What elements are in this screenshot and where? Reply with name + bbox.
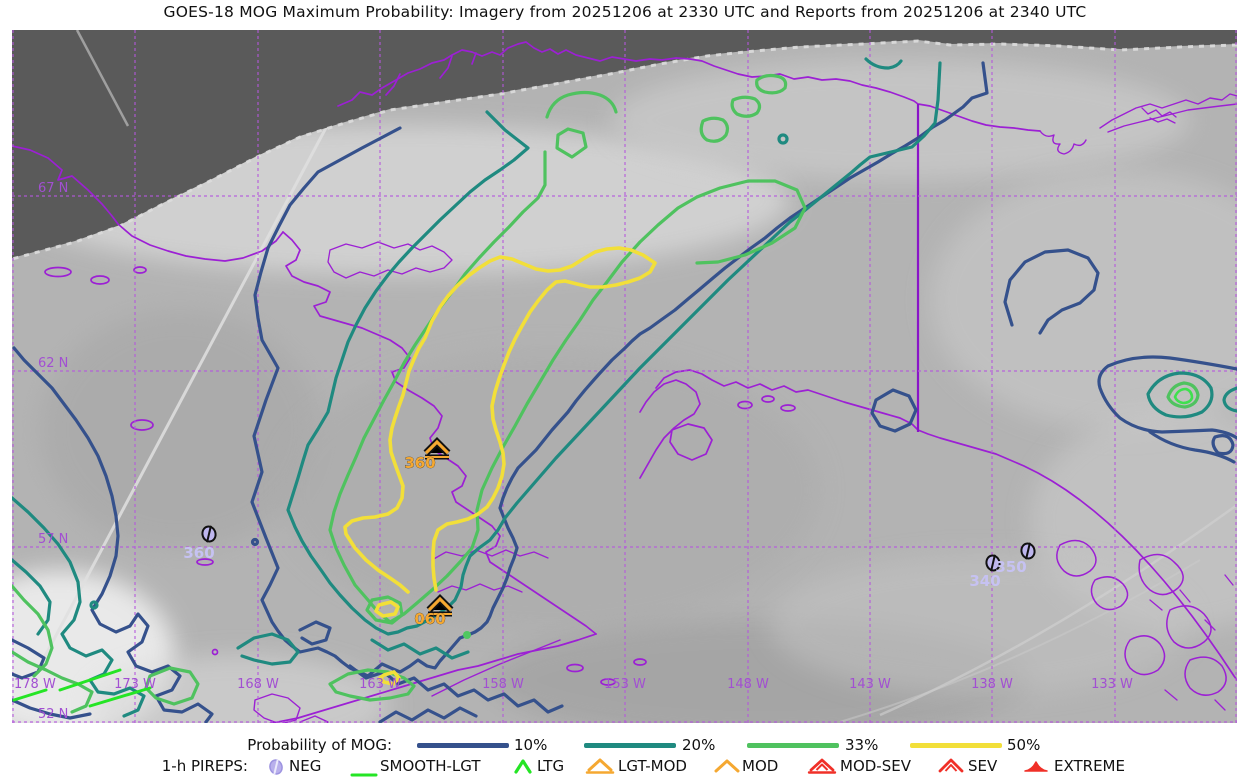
mog-legend-label: Probability of MOG: bbox=[247, 736, 392, 754]
lon-label: 178 W bbox=[14, 677, 56, 692]
lon-label: 133 W bbox=[1091, 677, 1133, 692]
sev-label: SEV bbox=[968, 757, 998, 775]
lon-label: 168 W bbox=[237, 677, 279, 692]
page-title: GOES-18 MOG Maximum Probability: Imagery… bbox=[163, 3, 1087, 21]
satellite-map: 360 360 060 350 340 67 N 62 N 57 N 52 N … bbox=[12, 30, 1237, 723]
prob-10-label: 10% bbox=[514, 736, 548, 754]
lat-label: 52 N bbox=[38, 707, 68, 722]
pirep-flight-level: 340 bbox=[969, 572, 1000, 590]
lgt-mod-pirep-icon bbox=[423, 437, 451, 460]
extreme-label: EXTREME bbox=[1054, 757, 1125, 775]
neg-pirep-icon bbox=[201, 525, 217, 543]
pirep-flight-level: 350 bbox=[995, 558, 1026, 576]
contour-10pct bbox=[12, 61, 1237, 723]
mod-icon bbox=[712, 758, 742, 779]
pirep-flight-level: 360 bbox=[404, 454, 435, 472]
mod-sev-icon bbox=[806, 758, 838, 779]
ltg-icon bbox=[511, 758, 535, 779]
prob-33-swatch bbox=[747, 743, 839, 748]
lon-label: 153 W bbox=[604, 677, 646, 692]
prob-20-swatch bbox=[584, 743, 676, 748]
graticule bbox=[12, 30, 1237, 723]
lon-label: 163 W bbox=[359, 677, 401, 692]
graticule-labels: 67 N 62 N 57 N 52 N 178 W 173 W 168 W 16… bbox=[14, 181, 1133, 722]
coastlines bbox=[12, 41, 1237, 723]
lon-label: 143 W bbox=[849, 677, 891, 692]
mod-label: MOD bbox=[742, 757, 779, 775]
lon-label: 138 W bbox=[971, 677, 1013, 692]
mod-sev-label: MOD-SEV bbox=[840, 757, 911, 775]
lgt-mod-icon bbox=[584, 758, 616, 779]
smooth-lgt-label: SMOOTH-LGT bbox=[380, 757, 481, 775]
pirep-flight-level: 360 bbox=[183, 544, 214, 562]
lon-label: 148 W bbox=[727, 677, 769, 692]
lat-label: 57 N bbox=[38, 532, 68, 547]
lgt-mod-label: LGT-MOD bbox=[618, 757, 687, 775]
extreme-icon bbox=[1020, 758, 1052, 779]
prob-10-swatch bbox=[417, 743, 509, 748]
neg-label: NEG bbox=[289, 757, 322, 775]
lon-label: 173 W bbox=[114, 677, 156, 692]
sev-icon bbox=[936, 758, 966, 779]
neg-pirep-icon bbox=[1020, 542, 1036, 560]
pireps-legend-label: 1-h PIREPS: bbox=[161, 757, 248, 775]
prob-33-label: 33% bbox=[845, 736, 879, 754]
neg-icon bbox=[266, 758, 286, 780]
contour-50pct bbox=[343, 246, 657, 686]
pirep-markers: 360 360 060 350 340 bbox=[12, 437, 1036, 708]
satellite-streak bbox=[42, 30, 380, 659]
lgt-mod-pirep-icon bbox=[426, 594, 454, 617]
earth-limb-region bbox=[12, 30, 1237, 261]
smooth-lgt-pirep-icon bbox=[12, 668, 152, 708]
pirep-flight-level: 060 bbox=[414, 610, 445, 628]
lon-label: 158 W bbox=[482, 677, 524, 692]
ltg-label: LTG bbox=[537, 757, 565, 775]
prob-20-label: 20% bbox=[682, 736, 716, 754]
smooth-lgt-icon bbox=[350, 764, 378, 782]
lat-label: 62 N bbox=[38, 356, 68, 371]
prob-50-label: 50% bbox=[1007, 736, 1041, 754]
neg-pirep-icon bbox=[985, 554, 1001, 572]
prob-50-swatch bbox=[910, 743, 1002, 748]
lat-label: 67 N bbox=[38, 181, 68, 196]
